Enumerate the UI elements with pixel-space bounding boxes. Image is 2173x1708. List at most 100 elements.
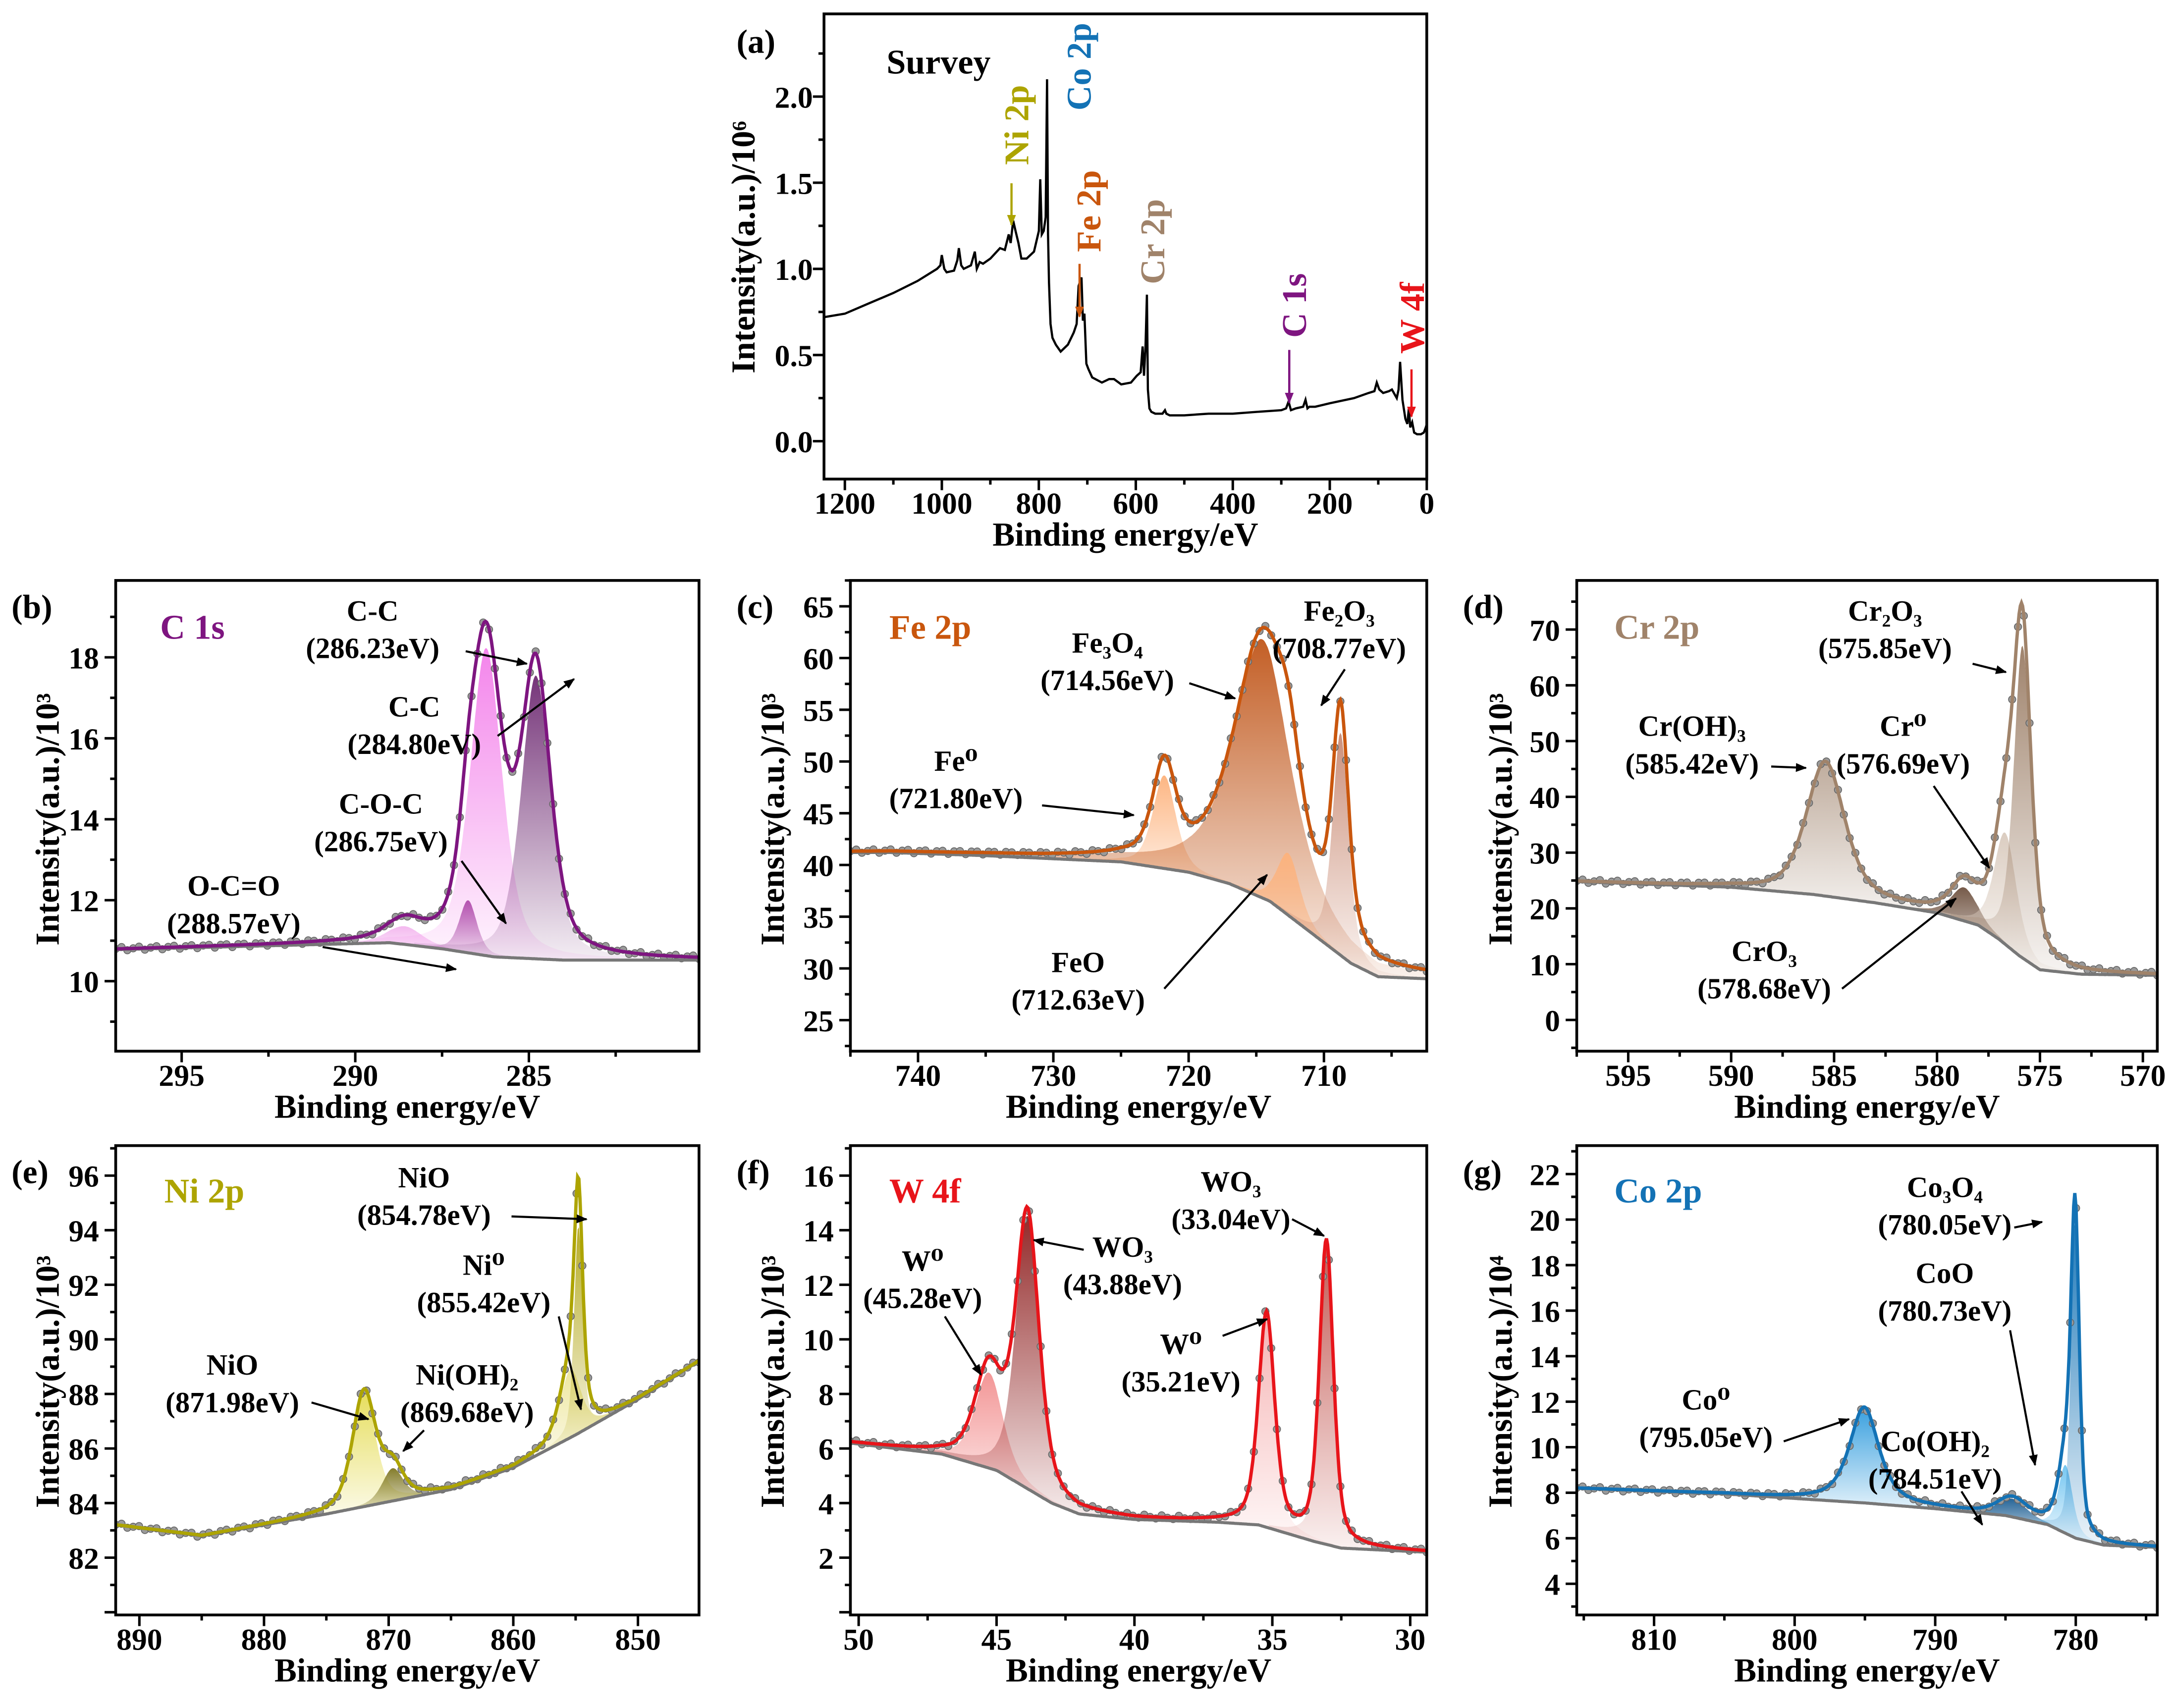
x-tick-label: 570 [2120,1059,2166,1093]
plot-area [1576,598,2158,980]
annotation-arrow [1291,1218,1325,1237]
panel-g: Co 2p Co⁰ (795.05eV) Co(OH)₂ (784.51eV) CoO (7… [1463,1144,2159,1689]
y-tick-label: 16 [68,723,99,756]
component-peak-fill [1951,645,2094,975]
y-axis-label: Intensity(a.u.)/10³ [1482,693,1519,946]
component-energy: (288.57eV) [167,907,301,940]
x-tick-label: 780 [2053,1623,2099,1656]
envelope-fit-line [115,1171,699,1537]
annotation-arrow [1032,1237,1084,1251]
plot-area [824,79,1427,435]
y-tick-label: 55 [803,694,834,728]
peak-label: Ni 2p [998,85,1036,165]
spectrum-title: Co 2p [1614,1173,1702,1211]
panel-label: (d) [1463,588,1504,625]
plot-area [1576,1193,2158,1552]
annotation-arrow [1222,1318,1268,1337]
x-axis-label: Binding energy/eV [1734,1652,2000,1689]
x-tick-label: 40 [1119,1623,1150,1656]
component-name: Co⁰ [1682,1384,1730,1416]
x-axis-label: Binding energy/eV [1006,1652,1271,1689]
spectrum-title: W 4f [889,1173,962,1211]
component-name: C-O-C [339,788,423,820]
panel-label: (f) [737,1153,770,1190]
component-energy: (286.23eV) [306,633,439,665]
y-tick-label: 14 [803,1215,834,1248]
x-axis-label: Binding energy/eV [992,516,1258,553]
panel-f: W 4f W⁰ (45.28eV) WO₃ (43.88eV) W⁰ (35.21eV) WO… [737,1144,1428,1689]
envelope-fit-line [850,1204,1427,1552]
component-peak-fill [306,1468,480,1518]
component-name: Cr₂O₃ [1848,595,1922,627]
x-axis-label: Binding energy/eV [274,1652,540,1689]
y-axis-label: Intensity(a.u.)/10³ [754,693,791,946]
x-tick-label: 790 [1912,1623,1958,1656]
x-tick-label: 1200 [815,487,875,521]
x-tick-label: 590 [1708,1059,1754,1093]
x-tick-label: 860 [490,1623,536,1656]
y-tick-label: 4 [818,1488,834,1521]
annotation-arrow [402,1429,425,1452]
component-name: FeO [1051,946,1105,978]
component-name: WO₃ [1200,1166,1261,1198]
y-tick-label: 4 [1545,1568,1560,1602]
y-tick-label: 96 [68,1160,99,1194]
x-tick-label: 200 [1307,487,1353,521]
component-name: CrO₃ [1732,935,1797,967]
component-energy: (578.68eV) [1697,973,1831,1005]
component-energy: (712.63eV) [1011,984,1145,1016]
survey-line [824,79,1427,435]
y-tick-label: 50 [803,746,834,780]
x-axis-label: Binding energy/eV [1006,1088,1271,1125]
component-name: Co₃O₄ [1907,1171,1983,1203]
panel-label: (a) [737,23,775,60]
y-tick-label: 1.5 [775,167,813,201]
x-axis-label: Binding energy/eV [274,1088,540,1125]
component-peak-fill [1199,1314,1334,1547]
x-tick-label: 710 [1301,1059,1347,1093]
panel-label: (g) [1463,1153,1502,1190]
component-name: Fe⁰ [934,745,978,777]
component-energy: (714.56eV) [1040,664,1174,696]
y-tick-label: 18 [1529,1249,1560,1283]
component-peak-fill [1070,775,1259,897]
panel-d: Cr 2p Cr(OH)₃ (585.42eV) CrO₃ (578.68eV) Cr⁰ (… [1463,579,2166,1125]
component-energy: (721.80eV) [889,782,1023,814]
y-tick-label: 40 [1529,781,1560,815]
x-tick-label: 810 [1631,1623,1677,1656]
x-tick-label: 0 [1419,487,1434,521]
component-energy: (575.85eV) [1818,633,1952,665]
annotation-arrow [1783,1418,1850,1442]
y-tick-label: 40 [803,850,834,883]
annotation-arrow [1771,763,1807,772]
plot-frame [849,579,1428,1053]
y-tick-label: 12 [1529,1386,1560,1420]
annotation-arrow [1841,898,1957,990]
plot-frame [114,579,701,1053]
x-tick-label: 870 [366,1623,411,1656]
y-axis-label: Intensity(a.u.)/10⁴ [1482,1255,1519,1508]
y-tick-label: 70 [1529,614,1560,647]
annotation-arrow [2009,1330,2038,1466]
annotation-arrow [460,860,507,924]
annotation-arrow [511,1214,588,1224]
y-tick-label: 1.0 [775,253,813,287]
component-name: Ni(OH)₂ [416,1359,518,1391]
peak-label: Fe 2p [1070,170,1108,252]
component-energy: (708.77eV) [1272,633,1406,665]
y-tick-label: 65 [803,590,834,624]
annotation-arrow [1189,682,1237,700]
component-name: NiO [398,1162,450,1194]
x-tick-label: 730 [1031,1059,1076,1093]
component-energy: (284.80eV) [347,728,481,760]
component-energy: (869.68eV) [400,1396,534,1429]
component-peak-fill [873,1372,1104,1517]
component-peak-fill [414,675,657,961]
annotation-arrow [1933,785,1990,869]
envelope-fit-line [115,619,699,959]
y-tick-label: 14 [1529,1340,1560,1374]
component-peak-fill [352,648,620,961]
component-energy: (585.42eV) [1625,747,1759,780]
y-tick-label: 16 [1529,1295,1560,1329]
x-tick-label: 890 [116,1623,162,1656]
